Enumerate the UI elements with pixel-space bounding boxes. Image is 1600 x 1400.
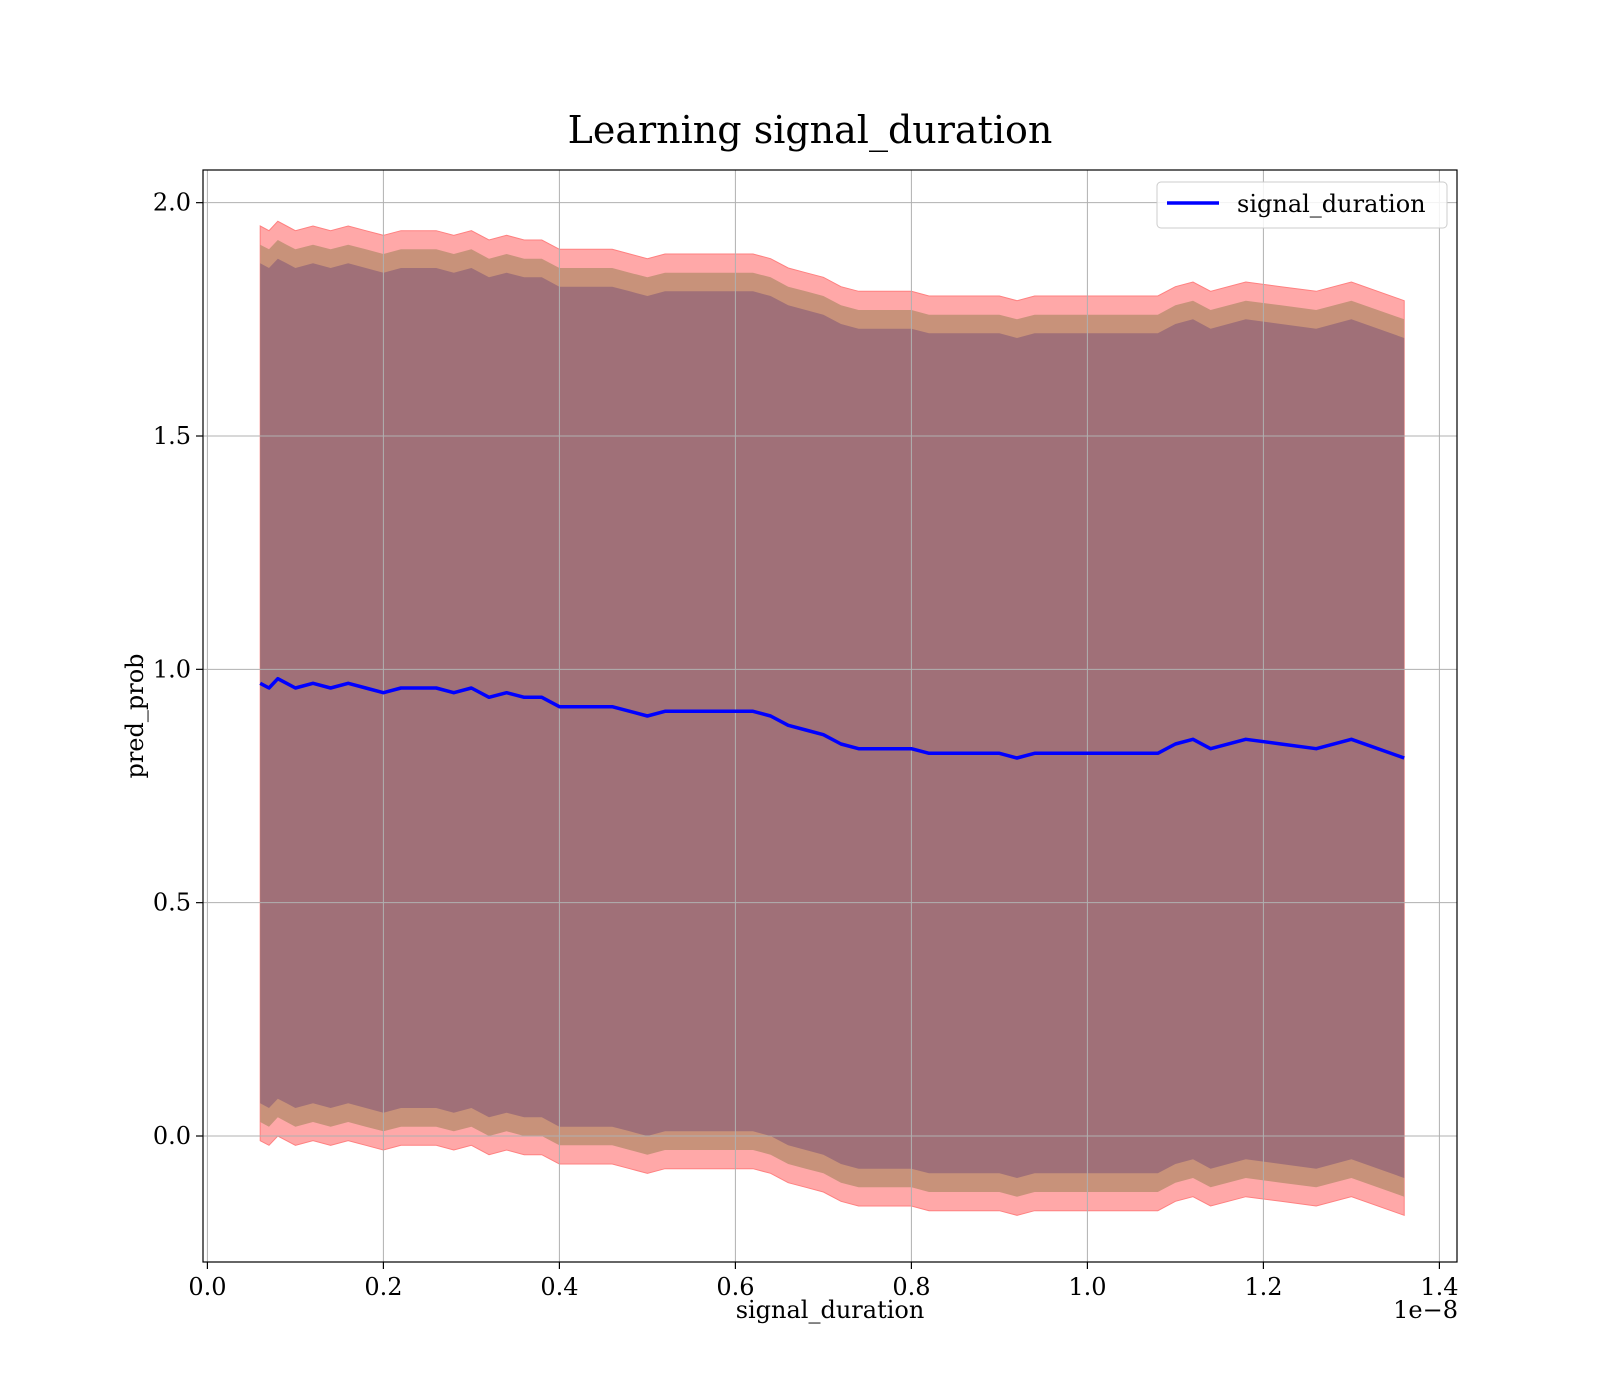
series-line-0 (259, 676, 1405, 760)
x-tick-label: 0.8 (892, 1273, 930, 1301)
confidence-bands (259, 220, 1405, 1217)
y-tick-label: 2.0 (153, 189, 191, 217)
x-axis-label: signal_duration (736, 1296, 925, 1324)
chart-title: Learning signal_duration (568, 108, 1053, 153)
x-tick-label: 1.2 (1244, 1273, 1282, 1301)
y-tick-label: 1.5 (153, 422, 191, 450)
grid (203, 170, 1457, 1262)
x-tick-label: 0.2 (364, 1273, 402, 1301)
x-axis-ticks: 0.0 0.2 0.4 0.6 0.8 1.0 1.2 1.4 (188, 1262, 1458, 1301)
x-axis-offset-label: 1e−8 (1393, 1296, 1458, 1324)
y-axis-ticks: 0.0 0.5 1.0 1.5 2.0 (153, 189, 203, 1150)
x-tick-label: 1.4 (1420, 1273, 1458, 1301)
legend-entry: signal_duration (1237, 190, 1426, 218)
y-tick-label: 1.0 (153, 655, 191, 683)
x-tick-label: 0.0 (188, 1273, 226, 1301)
axes-frame (202, 169, 1458, 1263)
y-tick-label: 0.0 (153, 1122, 191, 1150)
legend: signal_duration (1156, 181, 1448, 229)
plot-area (202, 169, 1458, 1263)
x-tick-label: 0.4 (540, 1273, 578, 1301)
y-tick-label: 0.5 (153, 889, 191, 917)
x-tick-label: 0.6 (716, 1273, 754, 1301)
series-lines (259, 676, 1405, 760)
y-axis-label: pred_prob (121, 653, 149, 778)
band-inner-2 (260, 258, 1405, 1178)
legend-box (1156, 181, 1448, 229)
x-tick-label: 1.0 (1068, 1273, 1106, 1301)
